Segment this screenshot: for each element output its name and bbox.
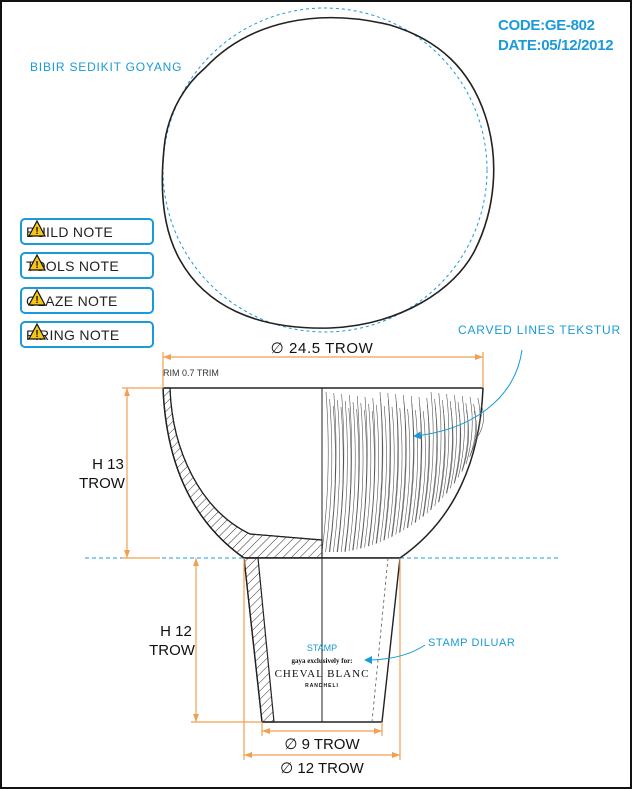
reference-circle xyxy=(162,7,488,333)
svg-text:!: ! xyxy=(35,329,38,340)
stamp-outside-label: STAMP DILUAR xyxy=(428,637,515,649)
build-note-button[interactable]: ! BUILD NOTE xyxy=(20,218,154,245)
svg-text:!: ! xyxy=(35,295,38,306)
foot-height-label-2: TROW xyxy=(149,642,196,659)
firing-note-label: FIRING NOTE xyxy=(26,326,120,343)
bowl-height-label-1: H 13 xyxy=(92,456,124,473)
tools-note-label: TOOLS NOTE xyxy=(26,257,119,274)
bottom-inner-diameter-label: ∅ 9 TROW xyxy=(284,736,360,753)
glaze-note-button[interactable]: ! GLAZE NOTE xyxy=(20,287,154,314)
stamp-line-2: CHEVAL BLANC xyxy=(275,668,370,680)
foot-height-label-1: H 12 xyxy=(160,623,192,640)
warning-icon: ! xyxy=(28,323,46,340)
rim-trim-label: RIM 0.7 TRIM xyxy=(163,368,219,378)
foot-wall-section xyxy=(243,557,275,723)
wobbly-rim-outline xyxy=(161,16,495,329)
bowl-height-label-2: TROW xyxy=(79,475,126,492)
dimension-lines xyxy=(122,352,484,760)
stamp-title: STAMP xyxy=(307,643,337,653)
carved-texture xyxy=(321,391,484,553)
rim-wobble-label: BIBIR SEDIKIT GOYANG xyxy=(30,60,182,74)
stamp-leader-arrow xyxy=(364,644,426,664)
firing-note-button[interactable]: ! FIRING NOTE xyxy=(20,321,154,348)
top-diameter-label: ∅ 24.5 TROW xyxy=(271,340,374,357)
warning-icon: ! xyxy=(28,220,46,237)
warning-icon: ! xyxy=(28,254,46,271)
build-note-label: BUILD NOTE xyxy=(26,223,114,240)
svg-text:!: ! xyxy=(35,226,38,237)
header-block: CODE:GE-802 DATE:05/12/2012 xyxy=(498,16,614,56)
carved-lines-label: CARVED LINES TEKSTUR xyxy=(458,323,621,337)
tools-note-button[interactable]: ! TOOLS NOTE xyxy=(20,252,154,279)
bowl-outline xyxy=(162,387,484,559)
dimension-arrowheads xyxy=(124,354,483,758)
drawing-code: CODE:GE-802 xyxy=(498,17,595,34)
drawing-date: DATE:05/12/2012 xyxy=(498,37,614,54)
svg-text:!: ! xyxy=(35,260,38,271)
stamp-line-1: gaya exclusively for: xyxy=(291,657,352,665)
warning-icon: ! xyxy=(28,289,46,306)
carved-leader-arrow xyxy=(413,349,523,440)
bottom-outer-diameter-label: ∅ 12 TROW xyxy=(280,760,364,777)
stamp-line-3: RANDHELI xyxy=(305,683,339,689)
bowl-inner-curve xyxy=(169,387,323,541)
glaze-note-label: GLAZE NOTE xyxy=(26,292,118,309)
